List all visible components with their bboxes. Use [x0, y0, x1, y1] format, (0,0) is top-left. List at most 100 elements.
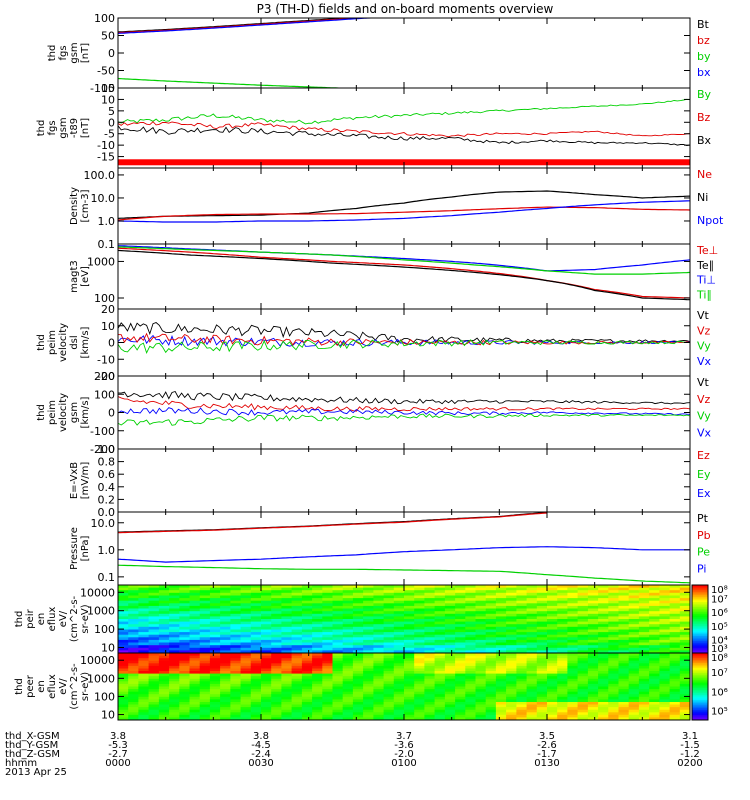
- y-tick-label: -20: [97, 370, 115, 383]
- y-tick-label: 1000: [87, 672, 115, 685]
- panel-frame: [117, 243, 691, 310]
- y-axis-label: Density: [69, 187, 80, 225]
- spectrogram-ion-spec: [118, 585, 690, 653]
- colorbar-label: 10⁴: [711, 635, 728, 646]
- ephemeris-value: -4.5: [251, 740, 271, 751]
- series-line-Ni: [118, 190, 690, 219]
- y-axis-label: thd: [36, 404, 47, 421]
- y-tick-label: -15: [97, 151, 115, 164]
- ephemeris-value: -2.4: [251, 749, 271, 760]
- y-axis-label: thd: [14, 611, 25, 628]
- y-axis-label: thd: [14, 678, 25, 695]
- y-tick-label: 200: [94, 370, 115, 383]
- legend-entry: Ne: [697, 168, 712, 181]
- y-axis-label: eflux: [47, 607, 58, 632]
- ephemeris-value: -2.6: [537, 740, 557, 751]
- y-tick-label: 0: [108, 116, 115, 129]
- panel-pressure: 10.0 1.0 0.1 Pressure [nPa] Pt Pb Pe Pi: [69, 511, 711, 586]
- y-tick-label: 20: [101, 303, 115, 316]
- panel-temperature: 1000 100 magt3 [eV] Te⊥ Te∥ Ti⊥Ti∥: [69, 243, 718, 310]
- legend-entry: Pi: [697, 562, 706, 575]
- series-line-Pe: [118, 564, 690, 584]
- y-axis-label: sr-eV): [80, 604, 91, 633]
- colorbar-ion-spec: [691, 584, 709, 654]
- ephemeris-value: 3.5: [539, 731, 555, 742]
- legend-entry: Bt: [697, 18, 710, 31]
- colorbar-elec-spec: [691, 652, 709, 721]
- legend-entry: Vy: [697, 410, 711, 423]
- y-tick-label: 0.2: [98, 493, 116, 506]
- series-line-Npot: [118, 200, 690, 223]
- y-axis-label: en: [36, 680, 47, 693]
- series-line-Bx: [118, 125, 690, 146]
- legend-entry: Pt: [697, 512, 709, 525]
- legend-entry: Bx: [697, 134, 712, 147]
- legend-entry: Vy: [697, 340, 711, 353]
- ephemeris-value: 3.8: [253, 731, 269, 742]
- panel-elec-spec: 10⁸ 10⁷ 10⁶ 10⁵ 10000 1000 100 10 thd peer en eflux…: [14, 652, 728, 722]
- y-axis-label: peim: [47, 330, 58, 355]
- y-axis-label: peim: [47, 400, 58, 425]
- y-axis-label: dsl: [69, 335, 80, 349]
- y-axis-label: [km/s]: [80, 396, 91, 428]
- series-line-bz: [118, 18, 366, 34]
- y-axis-label: fgs: [58, 45, 69, 60]
- y-axis-label: [nT]: [80, 43, 91, 63]
- y-tick-label: -200: [90, 443, 115, 456]
- y-tick-label: 10: [101, 93, 115, 106]
- ephemeris-value: -5.3: [108, 740, 128, 751]
- y-tick-label: 10.0: [91, 517, 116, 530]
- y-tick-label: -50: [97, 65, 115, 78]
- y-tick-label: -100: [90, 82, 115, 95]
- y-tick-label: 100: [94, 690, 115, 703]
- ephemeris-value: 0130: [534, 758, 559, 769]
- y-axis-label: [cm-3]: [80, 189, 91, 222]
- legend-entry: Vz: [697, 324, 711, 337]
- ephemeris-value: 3.7: [396, 731, 412, 742]
- colorbar-label: 10⁶: [711, 608, 728, 619]
- y-tick-label: -10: [97, 353, 115, 366]
- y-tick-label: 100: [94, 12, 115, 25]
- series-line-Vy: [118, 413, 690, 426]
- y-axis-label: fgs: [47, 120, 58, 135]
- ephemeris-value: 0000: [105, 758, 130, 769]
- legend-entry: Ez: [697, 449, 710, 462]
- ephemeris-value: -1.5: [680, 740, 700, 751]
- y-tick-label: 0.8: [98, 456, 116, 469]
- legend-entry: Pb: [697, 529, 711, 542]
- legend-entry: Ey: [697, 468, 711, 481]
- y-axis-label: eV/: [58, 678, 69, 695]
- y-tick-label: -10: [97, 139, 115, 152]
- y-axis-label: peer: [25, 674, 36, 698]
- y-tick-label: 100: [94, 388, 115, 401]
- legend-entry: Vz: [697, 393, 711, 406]
- colorbar-label: 10³: [711, 644, 728, 655]
- legend-entry: Ti∥: [696, 288, 712, 301]
- y-axis-label: gsm: [69, 42, 80, 63]
- y-tick-label: 0: [108, 337, 115, 350]
- legend-entry: Npot: [697, 214, 724, 227]
- y-tick-label: 1000: [87, 605, 115, 618]
- y-axis-label: [mV/m]: [80, 462, 91, 500]
- series-line-Bz: [118, 121, 690, 138]
- legend-entry: Vt: [697, 309, 710, 322]
- series-line-Te⊥: [118, 247, 690, 299]
- y-tick-label: 0.4: [98, 481, 116, 494]
- y-tick-label: 10.0: [91, 192, 116, 205]
- y-axis-label: eflux: [47, 674, 58, 699]
- y-axis-label: eV/: [58, 610, 69, 627]
- colorbar-label: 10⁵: [711, 622, 728, 633]
- panel-velocity-gsm: 200 100 0 -100 -200 thd peim velocity gsm [km/s] V…: [36, 370, 712, 456]
- y-tick-label: 5: [108, 105, 115, 118]
- legend-entry: By: [697, 88, 712, 101]
- y-axis-label: E=-VxB: [69, 462, 80, 499]
- y-axis-label: thd: [36, 334, 47, 351]
- colorbar-label: 10⁸: [711, 653, 728, 664]
- colorbar-label: 10⁷: [711, 595, 728, 606]
- y-axis-label: velocity: [58, 393, 69, 432]
- y-tick-label: 10: [101, 641, 115, 654]
- y-tick-label: 0.1: [98, 571, 116, 584]
